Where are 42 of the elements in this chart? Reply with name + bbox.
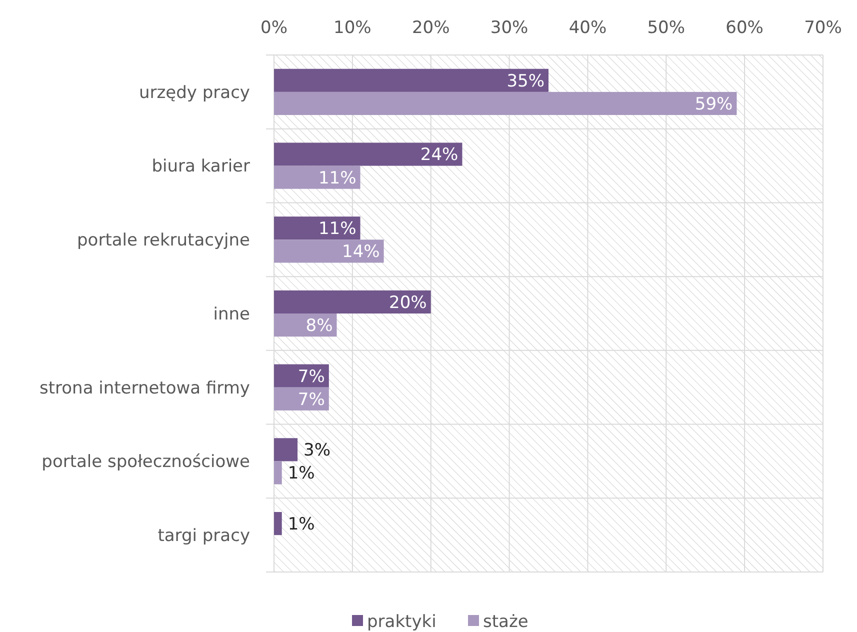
bar	[274, 166, 360, 189]
bar	[274, 461, 282, 484]
x-tick-label: 70%	[804, 18, 842, 38]
x-tick-label: 0%	[260, 18, 288, 38]
bar	[274, 290, 431, 314]
bar	[274, 438, 298, 462]
y-tick-label: inne	[213, 304, 250, 324]
x-tick-label: 50%	[647, 18, 686, 38]
y-tick-label: strona internetowa firmy	[40, 378, 250, 398]
y-tick-label: portale społecznościowe	[42, 452, 250, 472]
data-label: 11%	[318, 168, 356, 188]
bar	[274, 387, 329, 410]
y-tick-label: biura karier	[152, 156, 250, 177]
data-label: 35%	[506, 71, 544, 92]
data-label: 20%	[389, 292, 427, 313]
data-label: 14%	[342, 242, 380, 262]
bar	[274, 512, 282, 536]
bar	[274, 216, 360, 240]
y-tick-label: targi pracy	[158, 526, 250, 546]
bar	[274, 240, 384, 263]
x-tick-label: 60%	[726, 18, 764, 38]
data-label: 8%	[306, 316, 333, 336]
data-label: 7%	[298, 366, 325, 387]
legend-label: staże	[483, 612, 528, 632]
x-tick-label: 30%	[490, 18, 528, 38]
x-tick-label: 10%	[334, 18, 372, 38]
y-tick-label: portale rekrutacyjne	[77, 230, 250, 251]
legend-label: praktyki	[367, 612, 436, 632]
data-label: 1%	[288, 514, 315, 534]
bar	[274, 68, 548, 92]
data-label: 1%	[288, 464, 315, 484]
data-label: 59%	[694, 94, 733, 114]
bar	[274, 142, 462, 166]
bar	[274, 364, 329, 388]
data-label: 7%	[298, 390, 325, 410]
data-label: 24%	[420, 145, 458, 166]
x-tick-label: 40%	[568, 18, 607, 38]
data-label: 11%	[318, 219, 356, 240]
x-tick-label: 20%	[412, 18, 450, 38]
data-label: 3%	[304, 440, 331, 461]
bar	[274, 92, 737, 116]
y-tick-label: urzędy pracy	[138, 82, 250, 103]
